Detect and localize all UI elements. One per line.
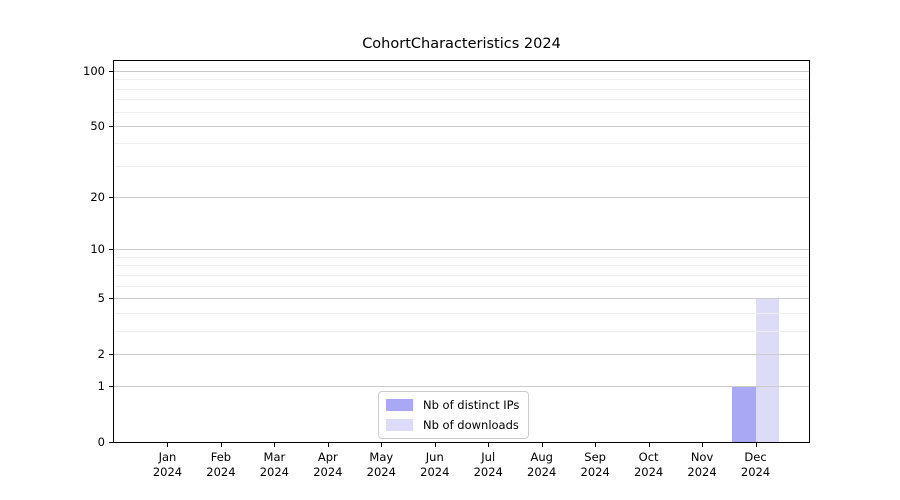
x-tick: [274, 443, 276, 447]
legend: Nb of distinct IPs Nb of downloads: [378, 391, 530, 439]
x-tick-label: Aug 2024: [527, 450, 557, 479]
x-tick: [488, 443, 490, 447]
x-tick: [381, 443, 383, 447]
x-tick-label: Jul 2024: [473, 450, 503, 479]
y-tick-label: 10: [90, 242, 105, 257]
x-tick-label: Oct 2024: [633, 450, 664, 479]
x-tick: [702, 443, 704, 447]
x-tick-label: Nov 2024: [687, 450, 717, 479]
gridline-minor: [114, 143, 809, 145]
y-tick-label: 20: [90, 190, 105, 205]
gridline-minor: [114, 111, 809, 113]
x-tick: [755, 443, 757, 447]
x-tick-label: Apr 2024: [313, 450, 343, 479]
x-tick: [648, 443, 650, 447]
gridline-major: [114, 71, 809, 72]
y-tick-label: 5: [97, 290, 105, 305]
plot-area: Nb of distinct IPs Nb of downloads: [113, 60, 810, 443]
gridline-minor: [114, 88, 809, 90]
y-tick: [109, 353, 113, 355]
y-tick: [109, 297, 113, 299]
y-tick: [109, 386, 113, 388]
y-tick: [109, 249, 113, 251]
gridline-major: [114, 197, 809, 199]
gridline-minor: [114, 256, 809, 258]
y-tick: [109, 125, 113, 127]
legend-swatch-distinct-ips: [386, 399, 413, 411]
gridline-minor: [114, 285, 809, 287]
gridline-minor: [114, 79, 809, 81]
chart-title: CohortCharacteristics 2024: [362, 36, 561, 52]
gridline-minor: [114, 265, 809, 267]
x-tick-label: Sep 2024: [580, 450, 610, 479]
y-tick-label: 50: [90, 118, 105, 133]
x-tick-label: Jan 2024: [152, 450, 183, 479]
bar-downloads: [755, 297, 780, 442]
gridline-minor: [114, 99, 809, 101]
y-tick-label: 100: [83, 64, 105, 78]
x-tick: [595, 443, 597, 447]
x-tick: [541, 443, 543, 447]
legend-item-distinct-ips: Nb of distinct IPs: [386, 397, 519, 413]
x-tick-label: Jun 2024: [420, 450, 450, 479]
y-tick: [109, 197, 113, 199]
x-tick-label: Feb 2024: [206, 450, 236, 479]
gridline-minor: [114, 274, 809, 276]
y-tick-label: 0: [97, 435, 105, 449]
y-tick: [109, 442, 113, 443]
y-tick: [109, 71, 113, 72]
gridline-major: [114, 386, 809, 388]
x-tick-label: Mar 2024: [259, 450, 290, 479]
x-tick: [327, 443, 329, 447]
y-tick-label: 1: [97, 379, 105, 394]
gridline-minor: [114, 312, 809, 314]
x-tick: [167, 443, 169, 447]
gridline-major: [114, 353, 809, 355]
bar-distinct-ips: [732, 386, 756, 442]
gridline-major: [114, 125, 809, 127]
gridline-major: [114, 249, 809, 251]
legend-item-downloads: Nb of downloads: [386, 417, 519, 433]
legend-label-downloads: Nb of downloads: [423, 418, 519, 432]
y-tick-label: 2: [97, 346, 105, 361]
x-tick-label: Dec 2024: [740, 450, 771, 479]
gridline-minor: [114, 330, 809, 332]
gridline-minor: [114, 165, 809, 167]
gridline-major: [114, 297, 809, 299]
x-tick: [434, 443, 436, 447]
legend-swatch-downloads: [386, 419, 413, 431]
legend-label-distinct-ips: Nb of distinct IPs: [423, 398, 520, 412]
x-tick-label: May 2024: [366, 450, 396, 479]
x-tick: [220, 443, 222, 447]
